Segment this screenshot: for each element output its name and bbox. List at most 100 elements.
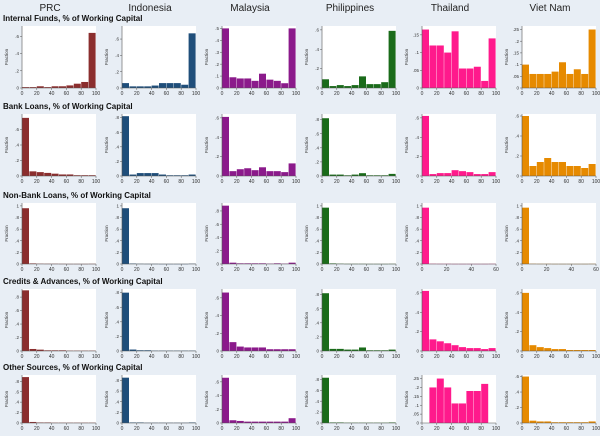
x-tick-label: 100: [592, 179, 600, 185]
histogram-bar: [51, 173, 59, 176]
x-tick-label: 20: [434, 354, 440, 360]
y-tick-label: .2: [215, 407, 219, 412]
panel: 0 .2 .4 .6 Fraction 0 20 40 60 80 100: [304, 26, 400, 97]
panel: 0 .2 .4 .6 .8 Fraction 0 20 40 60 80 100: [104, 114, 200, 185]
column-headers: PRC Indonesia Malaysia Philippines Thailand V…: [39, 3, 570, 14]
histogram-bar: [459, 68, 466, 88]
histogram-bar: [388, 30, 396, 88]
histogram-bar: [81, 81, 89, 88]
plot-area: [522, 289, 596, 351]
histogram-bar: [51, 86, 59, 88]
histogram-bar: [44, 172, 52, 176]
x-tick-label: 100: [492, 354, 501, 360]
histogram-bar: [588, 421, 596, 423]
x-tick-label: 20: [544, 267, 550, 273]
x-tick-label: 0: [121, 179, 124, 185]
x-tick-label: 80: [478, 426, 484, 432]
y-tick-label: .2: [215, 62, 219, 67]
histogram-bar: [322, 377, 329, 423]
y-tick-label: .2: [115, 159, 119, 164]
histogram-bar: [88, 32, 96, 88]
y-tick-label: .4: [115, 144, 119, 149]
x-tick-label: 40: [449, 91, 455, 97]
column-header: Indonesia: [128, 3, 172, 14]
y-tick-label: .8: [15, 379, 19, 384]
y-tick-label: .4: [515, 310, 519, 315]
y-tick-label: .4: [115, 319, 119, 324]
x-tick-label: 0: [121, 267, 124, 273]
y-tick-label: .4: [415, 310, 419, 315]
histogram-bar: [259, 421, 266, 423]
y-tick-label: .4: [315, 238, 319, 243]
plot-area: [22, 289, 96, 351]
plot-area: [322, 114, 396, 176]
histogram-bar: [544, 158, 552, 176]
histogram-bar: [22, 290, 29, 351]
histogram-bar: [29, 348, 37, 351]
x-tick-label: 60: [464, 426, 470, 432]
histogram-bar: [336, 85, 344, 88]
histogram-bar: [559, 349, 566, 351]
x-tick-label: 60: [493, 267, 499, 273]
panel: 0 .2 .4 .6 Fraction 0 20 40 60 80 100: [204, 289, 300, 360]
y-tick-label: 0: [316, 349, 319, 354]
panel: 0 .2 .4 .6 .8 Fraction 0 20 40 60 80 100: [204, 203, 300, 273]
x-tick-label: 100: [292, 426, 301, 432]
x-tick-label: 40: [249, 354, 255, 360]
plot-area: [122, 26, 196, 88]
x-tick-label: 40: [349, 179, 355, 185]
x-tick-label: 40: [49, 91, 55, 97]
histogram-bar: [159, 174, 166, 176]
histogram-bar: [229, 171, 237, 176]
y-tick-label: .2: [15, 250, 19, 255]
histogram-bar: [522, 376, 529, 423]
x-tick-label: 100: [592, 91, 600, 97]
y-tick-label: .4: [15, 322, 19, 327]
y-tick-label: 0: [516, 262, 519, 267]
panel: 0 .2 .4 .6 Fraction 0 20 40 60 80 100: [504, 374, 600, 432]
histogram-bar: [529, 166, 537, 176]
histogram-bar: [66, 174, 74, 176]
histogram-bar: [273, 80, 281, 88]
chart-row: Other Sources, % of Working Capital 0 .2 .4…: [3, 363, 600, 432]
x-tick-label: 100: [92, 179, 101, 185]
y-tick-label: 0: [316, 262, 319, 267]
y-tick-label: 1: [316, 204, 319, 209]
histogram-bar: [188, 33, 196, 88]
histogram-bar: [251, 421, 259, 423]
panel: 0 .1 .2 .3 .4 .5 Fraction 0 20 40 60 80 100: [204, 26, 300, 97]
plot-area: [222, 203, 296, 264]
y-axis-label: Fraction: [204, 136, 209, 153]
y-tick-label: .8: [415, 215, 419, 220]
y-axis-label: Fraction: [304, 311, 309, 328]
histogram-bar: [451, 31, 459, 88]
y-tick-label: 0: [16, 421, 19, 426]
y-tick-label: .6: [215, 222, 219, 227]
y-tick-label: .2: [515, 250, 519, 255]
histogram-bar: [122, 116, 129, 176]
y-tick-label: 0: [316, 421, 319, 426]
histogram-bar: [451, 170, 459, 176]
y-tick-label: .6: [15, 227, 19, 232]
panel: 0 .2 .4 .6 .8 1 Fraction 0 20 40 60: [504, 203, 599, 273]
histogram-bar: [429, 45, 437, 88]
histogram-bar: [244, 168, 252, 176]
x-tick-label: 60: [593, 267, 599, 273]
y-tick-label: .6: [315, 27, 319, 32]
y-tick-label: 0: [216, 349, 219, 354]
x-tick-label: 20: [334, 354, 340, 360]
x-tick-label: 40: [49, 267, 55, 273]
y-tick-label: .8: [15, 295, 19, 300]
y-tick-label: .2: [15, 410, 19, 415]
y-tick-label: 0: [16, 262, 19, 267]
panel: 0 .2 .4 .6 Fraction 0 20 40 60 80 100: [204, 375, 300, 432]
x-tick-label: 80: [378, 267, 384, 273]
x-tick-label: 0: [421, 267, 424, 273]
x-tick-label: 100: [392, 354, 401, 360]
histogram-bar: [488, 348, 496, 351]
histogram-bar: [566, 422, 574, 423]
x-tick-label: 0: [521, 426, 524, 432]
y-tick-label: .4: [215, 235, 219, 240]
x-tick-label: 60: [464, 179, 470, 185]
